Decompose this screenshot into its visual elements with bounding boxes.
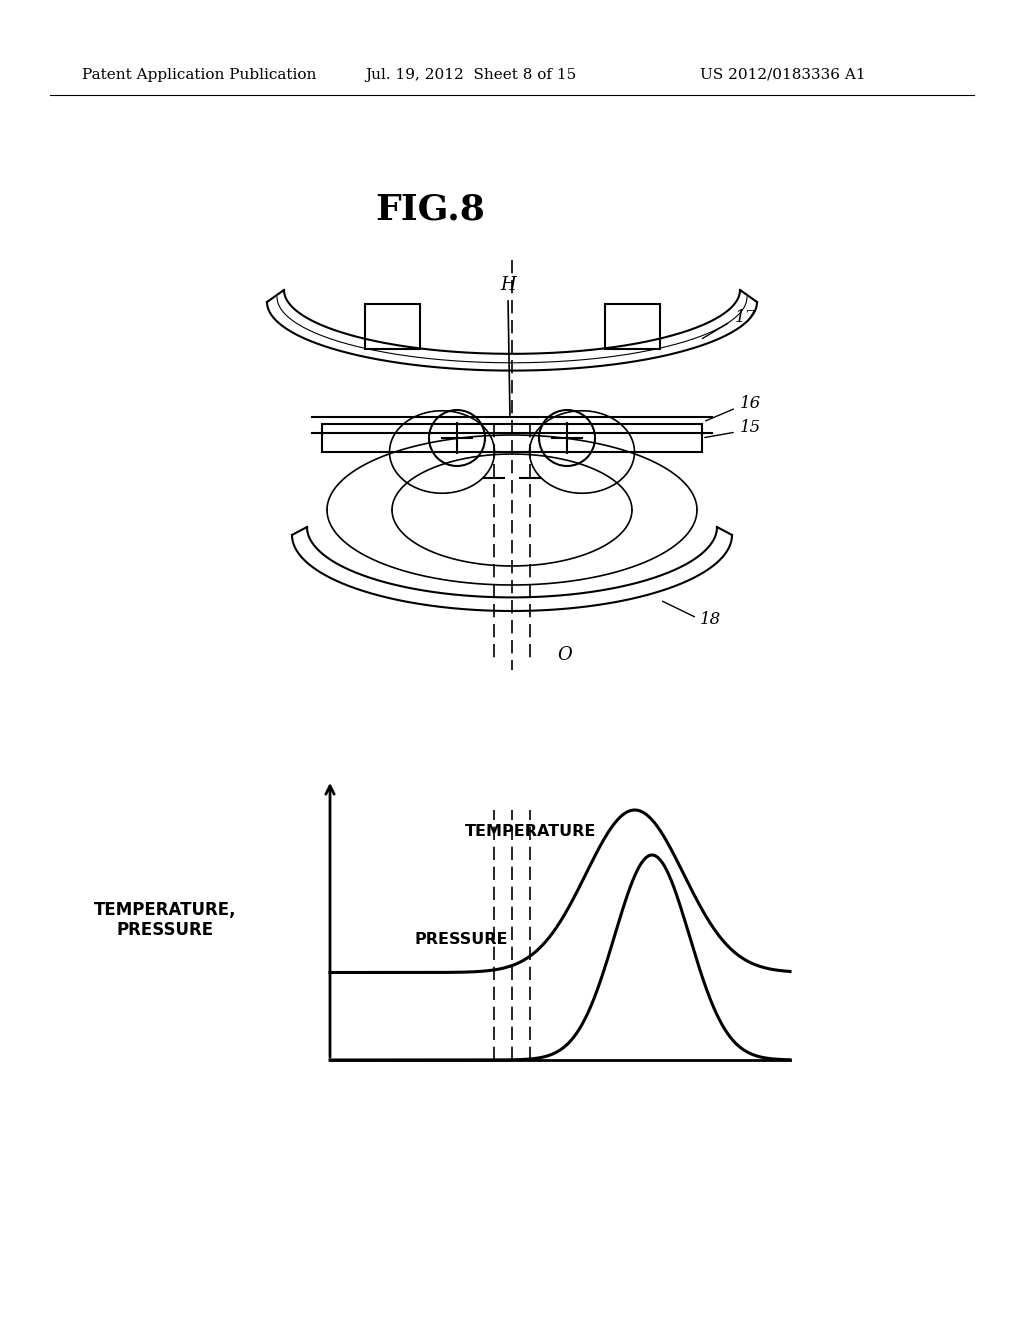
Text: 18: 18 bbox=[700, 611, 721, 628]
Text: 16: 16 bbox=[740, 396, 761, 412]
Text: 17: 17 bbox=[735, 309, 757, 326]
Text: 15: 15 bbox=[740, 420, 761, 437]
Text: US 2012/0183336 A1: US 2012/0183336 A1 bbox=[700, 69, 865, 82]
Text: Patent Application Publication: Patent Application Publication bbox=[82, 69, 316, 82]
Text: TEMPERATURE: TEMPERATURE bbox=[465, 825, 596, 840]
Text: O: O bbox=[558, 645, 572, 664]
Text: TEMPERATURE,
PRESSURE: TEMPERATURE, PRESSURE bbox=[94, 900, 237, 940]
Text: H: H bbox=[500, 276, 516, 294]
Text: FIG.8: FIG.8 bbox=[375, 193, 485, 227]
Text: PRESSURE: PRESSURE bbox=[415, 932, 509, 948]
Text: Jul. 19, 2012  Sheet 8 of 15: Jul. 19, 2012 Sheet 8 of 15 bbox=[365, 69, 577, 82]
